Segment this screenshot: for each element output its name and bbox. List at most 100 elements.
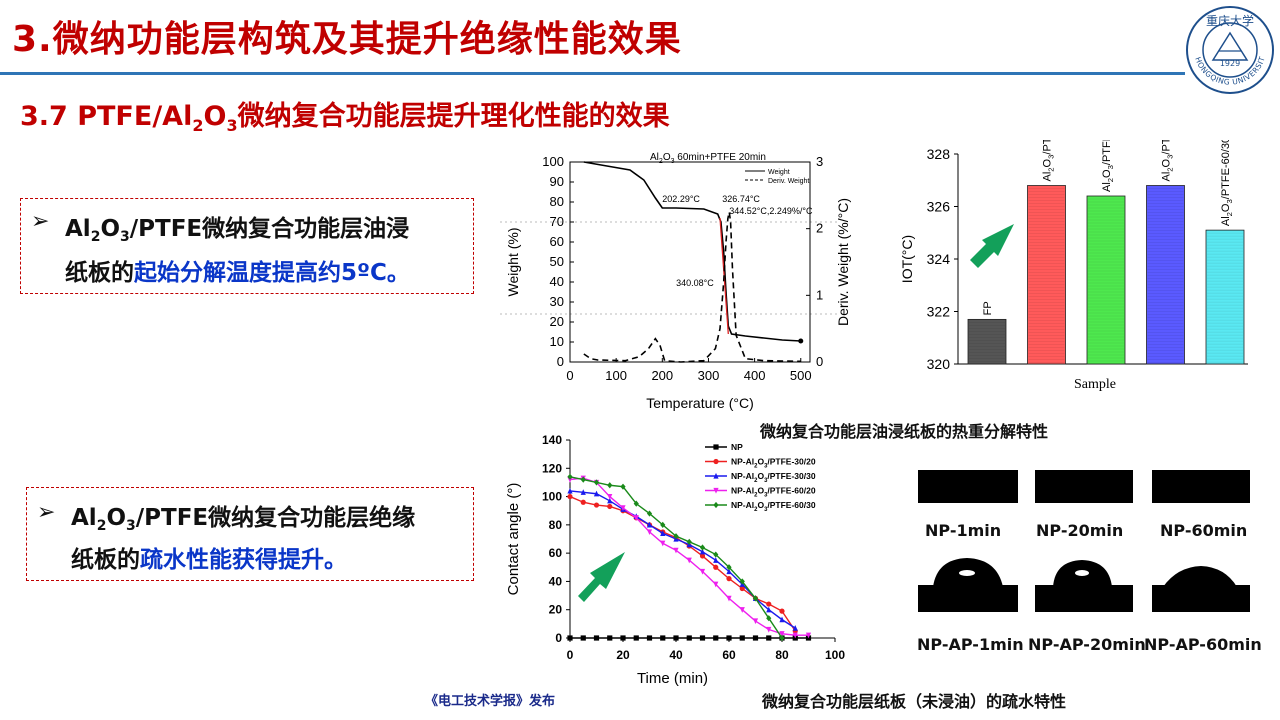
data-point — [699, 553, 706, 559]
data-point — [646, 510, 653, 517]
y-tick-label: 70 — [550, 214, 564, 229]
callout-line-1: Al2O3/PTFE微纳复合功能层绝缘 — [71, 505, 416, 534]
droplet-label: NP-1min — [925, 521, 1002, 540]
data-point — [739, 607, 745, 613]
data-point — [580, 635, 586, 641]
data-point — [713, 501, 719, 509]
data-point — [646, 529, 653, 536]
bullet-arrow-icon: ➢ — [31, 209, 50, 234]
y2-tick-label: 1 — [816, 287, 823, 302]
data-point — [726, 576, 732, 582]
x-axis-label: Time (min) — [637, 670, 708, 687]
droplet-shapes — [918, 558, 1250, 612]
data-point — [713, 581, 719, 588]
data-point — [567, 473, 573, 480]
data-point — [779, 616, 785, 623]
callout-line-2: 纸板的疏水性能获得提升。 — [71, 547, 347, 573]
x-axis-label: Temperature (°C) — [646, 395, 754, 411]
bar — [1027, 185, 1066, 365]
data-point — [620, 483, 626, 490]
y-tick-label: 20 — [549, 603, 563, 617]
data-point — [726, 564, 732, 571]
data-point — [633, 515, 639, 521]
y2-axis-label: Deriv. Weight (%/°C) — [835, 198, 851, 326]
data-point — [699, 544, 706, 551]
highlight-text: 起始分解温度提高约5ºC。 — [134, 260, 410, 286]
series-weight — [583, 161, 801, 342]
callout-hydrophobic: ➢ Al2O3/PTFE微纳复合功能层绝缘 纸板的疏水性能获得提升。 — [26, 487, 474, 581]
data-point — [726, 635, 732, 641]
x-tick-label: 60 — [722, 648, 736, 662]
bar — [967, 318, 1007, 365]
data-point — [713, 564, 719, 570]
series-line — [569, 495, 796, 632]
x-tick-label: 20 — [616, 648, 630, 662]
droplet-image — [918, 470, 1018, 503]
data-point — [620, 635, 626, 641]
y-tick-label: 40 — [549, 574, 563, 588]
data-point — [567, 487, 573, 494]
hydro-caption: 微纳复合功能层纸板（未浸油）的疏水特性 — [762, 692, 1067, 711]
series-deriv — [583, 211, 801, 363]
droplet-label: NP-AP-20min — [1028, 635, 1146, 654]
x-tick-label: 0 — [566, 368, 573, 383]
bar — [1146, 185, 1185, 365]
data-point — [713, 635, 719, 641]
data-point — [699, 568, 706, 575]
section-subtitle: 3.7 PTFE/Al2O3微纳复合功能层提升理化性能的效果 — [20, 101, 670, 135]
series-end-point — [798, 338, 804, 344]
x-tick-label: 100 — [825, 648, 845, 662]
logo-chinese: 重庆大学 — [1206, 13, 1254, 28]
y-axis-label: Weight (%) — [505, 228, 521, 297]
y-tick-label: 100 — [542, 490, 562, 504]
y-tick-label: 120 — [542, 461, 562, 475]
y-tick-label: 80 — [549, 518, 563, 532]
data-point — [699, 548, 706, 555]
bar — [1205, 229, 1245, 365]
data-point — [686, 635, 692, 641]
data-point — [567, 635, 573, 641]
data-point — [660, 635, 666, 641]
legend-label: Weight — [768, 169, 790, 176]
data-point — [660, 540, 666, 547]
y-axis-label: IOT(°C) — [899, 235, 915, 283]
data-point — [567, 493, 573, 500]
data-point — [713, 551, 719, 558]
tga-caption: 微纳复合功能层油浸纸板的热重分解特性 — [760, 422, 1049, 441]
annotation: 340.08°C — [676, 278, 714, 288]
callout-thermal: ➢ Al2O3/PTFE微纳复合功能层油浸 纸板的起始分解温度提高约5ºC。 — [20, 198, 474, 294]
bar-label: Al2O3/PTFE-60/20 — [1161, 140, 1175, 182]
y-tick-label: 10 — [550, 334, 564, 349]
y-tick-label: 50 — [550, 254, 564, 269]
data-point — [673, 547, 679, 554]
plot-frame — [569, 161, 811, 363]
data-point — [752, 635, 759, 641]
data-point — [805, 632, 812, 639]
data-point — [607, 493, 613, 500]
x-tick-label: 500 — [790, 368, 812, 383]
data-point — [607, 497, 613, 504]
bullet-arrow-icon: ➢ — [37, 500, 56, 525]
legend-label: NP-Al2O3/PTFE-60/30 — [731, 500, 816, 513]
droplet-label: NP-AP-1min — [917, 635, 1024, 654]
y-tick-label: 322 — [927, 304, 951, 320]
x-tick-label: 80 — [775, 648, 789, 662]
university-logo: 重庆大学 1929 CHONGQING UNIVERSITY — [1181, 0, 1275, 95]
chart-title: Al2O3 60min+PTFE 20min — [650, 152, 766, 165]
annotation: 202.29°C — [662, 194, 700, 204]
bar-label: Al2O3/PTFE-30/30 — [1101, 140, 1115, 192]
up-arrow-icon — [578, 552, 625, 602]
data-point — [766, 635, 772, 641]
legend-label: NP-Al2O3/PTFE-30/20 — [731, 457, 816, 470]
logo-year: 1929 — [1220, 59, 1240, 68]
data-point — [713, 458, 719, 465]
y-tick-label: 80 — [550, 194, 564, 209]
droplet-label: NP-AP-60min — [1144, 635, 1262, 654]
data-point — [713, 444, 719, 450]
data-point — [766, 615, 772, 622]
y-tick-label: 326 — [927, 199, 951, 215]
y-tick-label: 20 — [550, 314, 564, 329]
publisher-note: 《电工技术学报》发布 — [425, 694, 556, 709]
y-tick-label: 0 — [555, 631, 562, 645]
